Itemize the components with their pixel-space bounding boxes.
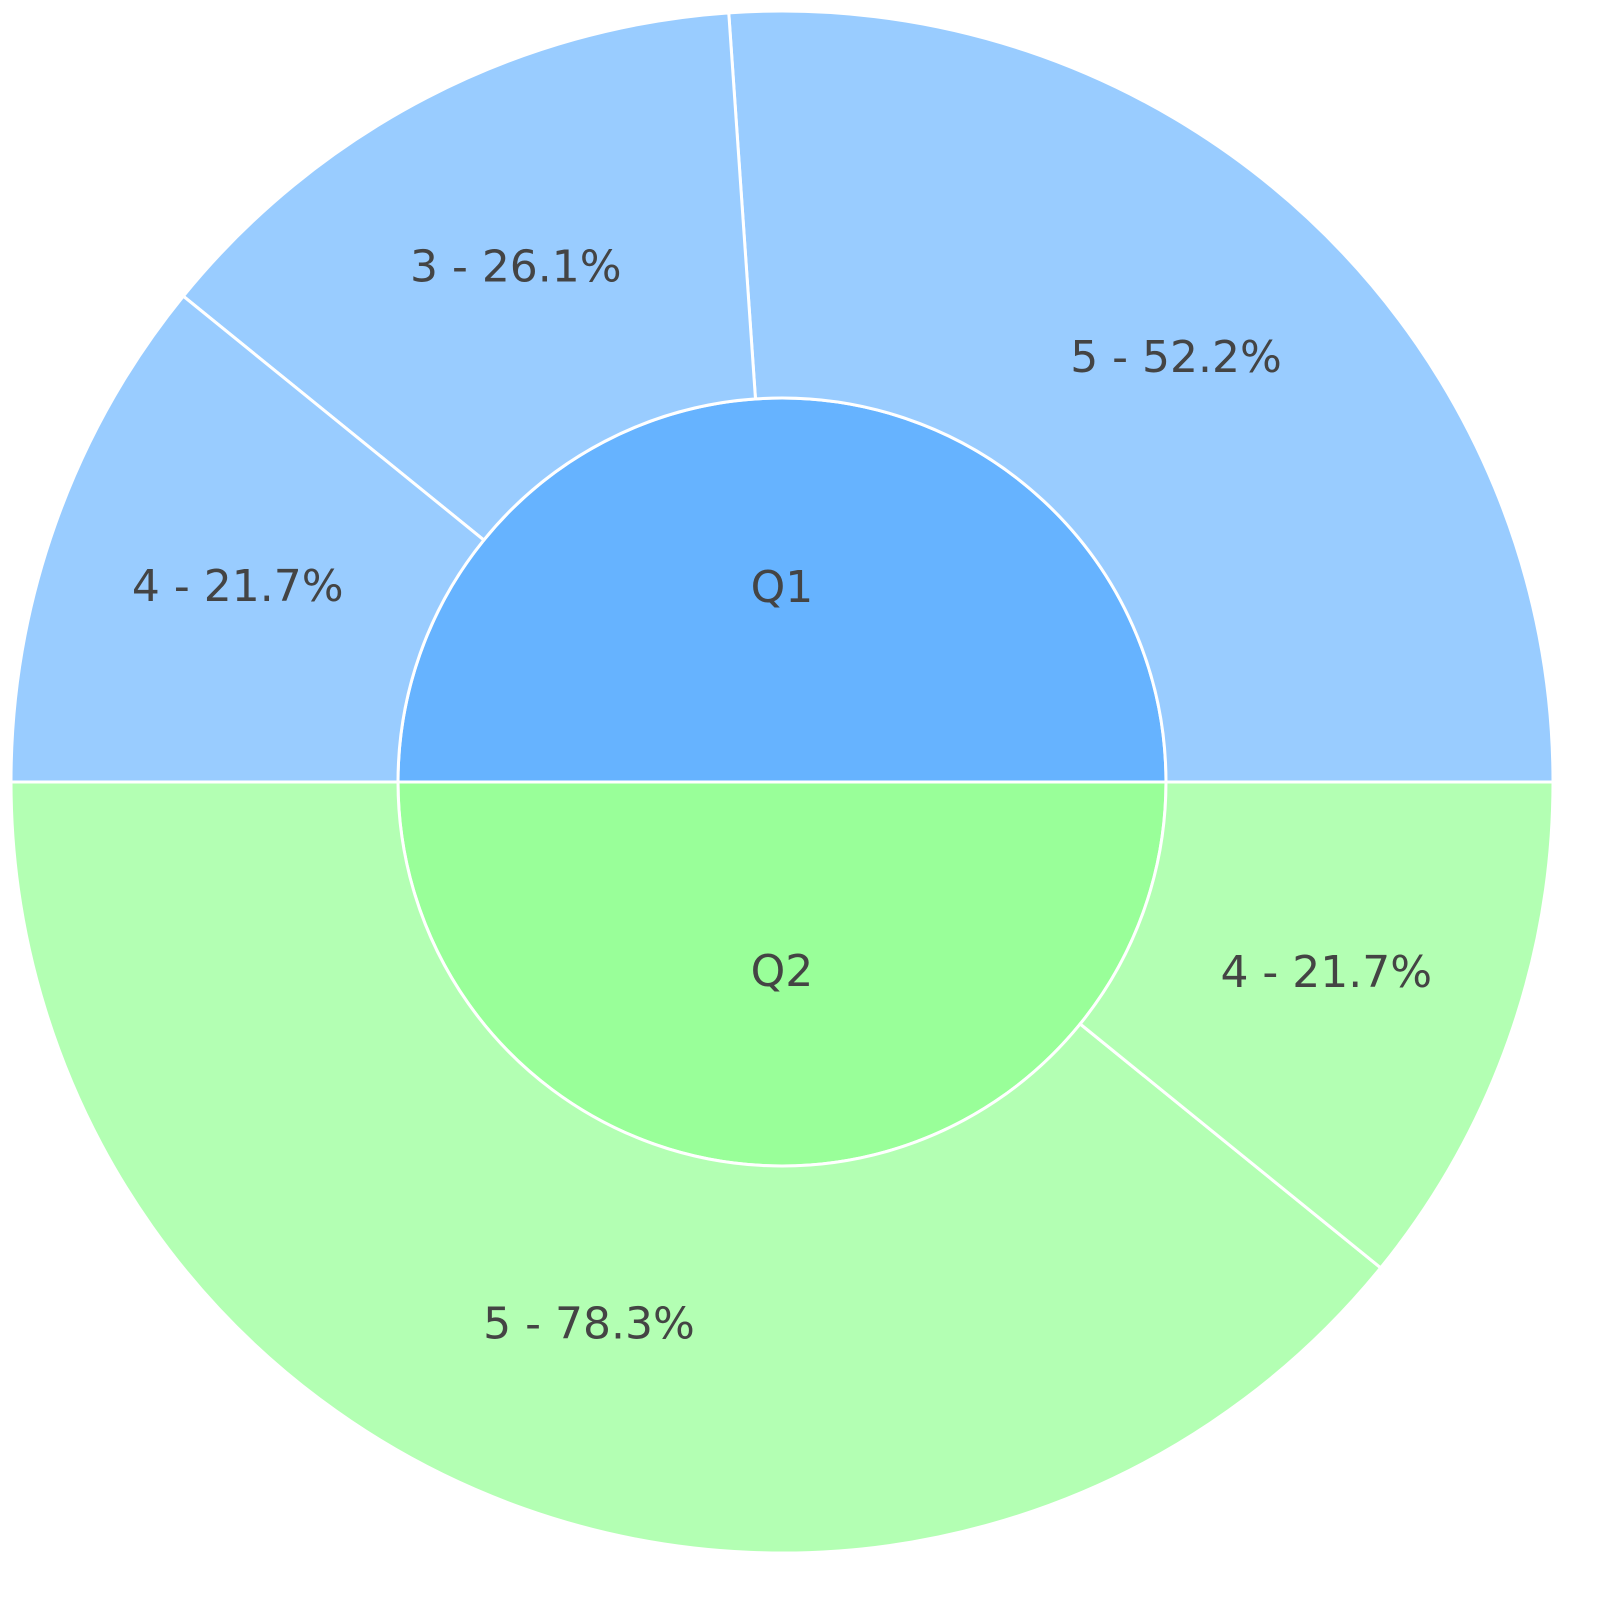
outer-sector bbox=[9, 780, 1383, 1555]
outer-sector bbox=[181, 11, 758, 543]
outer-label: 3 - 26.1% bbox=[410, 242, 622, 293]
outer-label: 5 - 78.3% bbox=[483, 1298, 695, 1349]
outer-label: 4 - 21.7% bbox=[1220, 947, 1432, 998]
inner-label: Q2 bbox=[751, 946, 814, 997]
outer-label: 4 - 21.7% bbox=[132, 561, 344, 612]
outer-sector bbox=[727, 9, 1555, 784]
outer-label: 5 - 52.2% bbox=[1070, 332, 1282, 383]
outer-sector bbox=[9, 294, 486, 784]
inner-label: Q1 bbox=[751, 562, 814, 613]
outer-sector bbox=[1078, 780, 1555, 1270]
